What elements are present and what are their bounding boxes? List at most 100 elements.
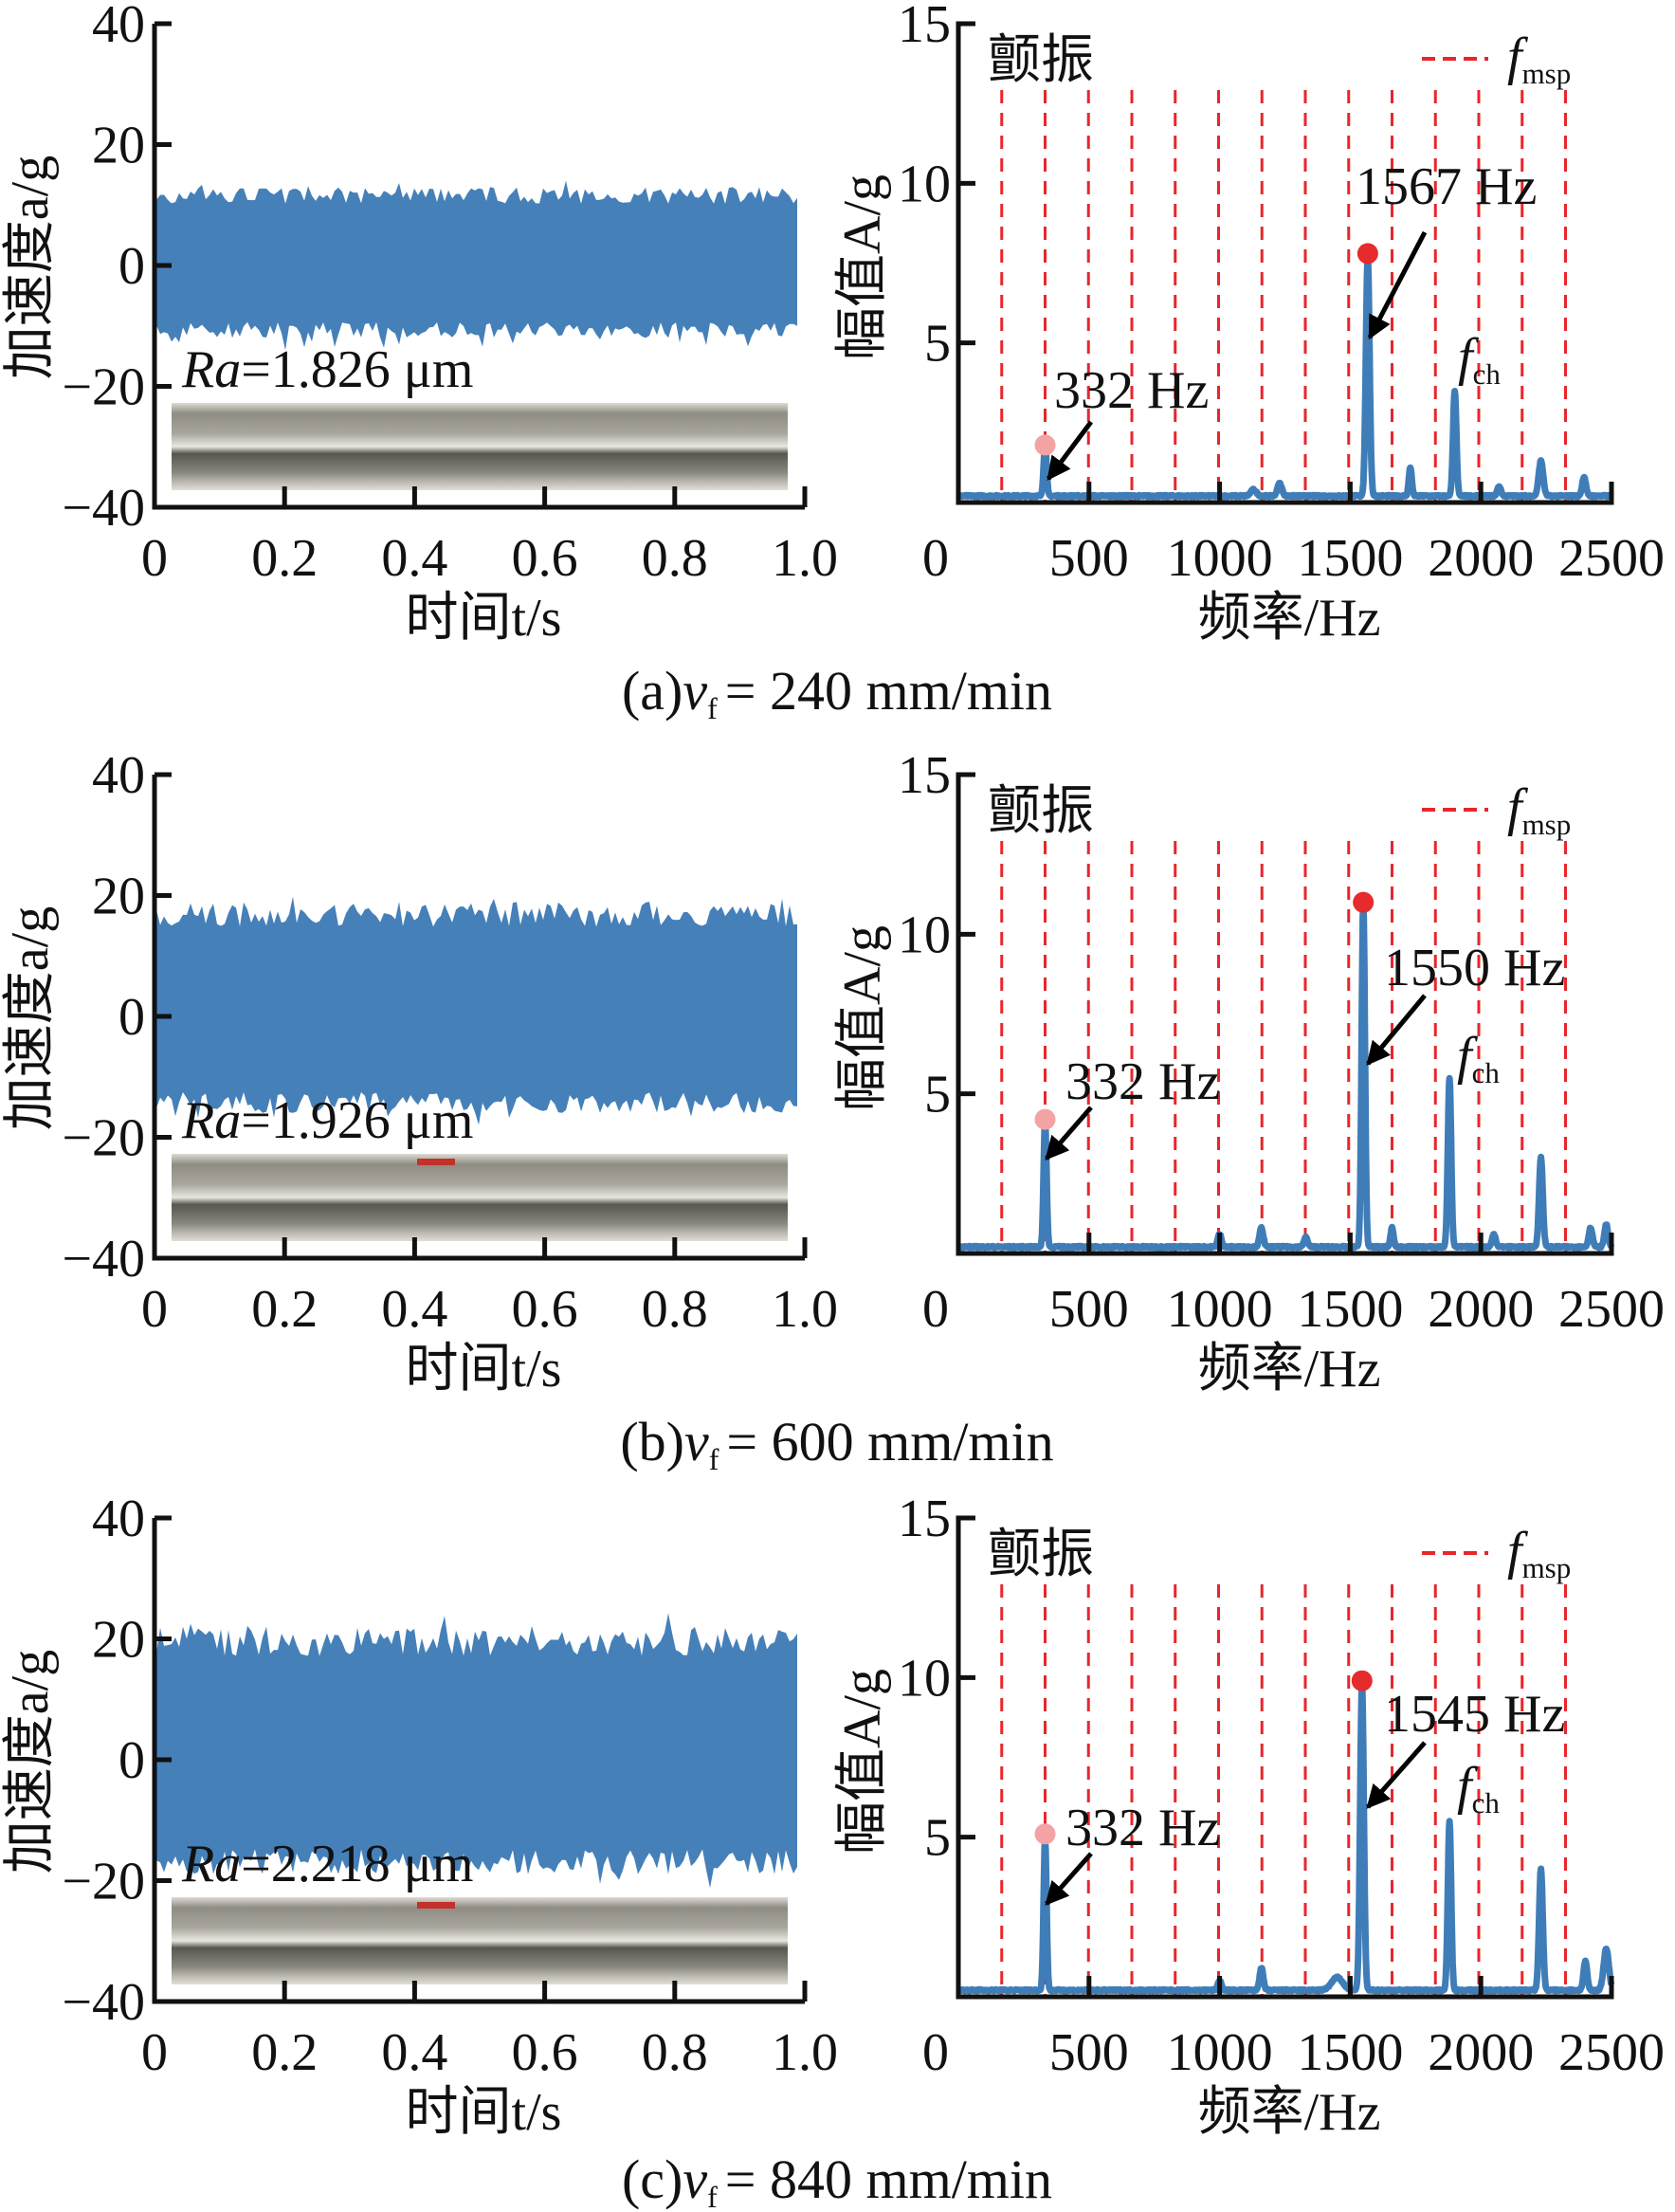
surface-photo	[172, 403, 788, 490]
caption-value: = 600 mm/min	[726, 1411, 1053, 1472]
peak-frequency-label: 332 Hz	[1065, 1052, 1220, 1111]
y-axis-label: 幅值A/g	[833, 925, 892, 1111]
surface-photo-image	[172, 1154, 788, 1241]
annotation-arrow	[1045, 1852, 1093, 1906]
peak-frequency-label: 332 Hz	[1065, 1799, 1220, 1857]
roughness-symbol: Ra	[181, 340, 241, 399]
legend-msp-label-subscript: msp	[1522, 808, 1572, 841]
y-tick-label: −20	[62, 358, 145, 417]
x-tick-label: 0.4	[381, 1280, 447, 1339]
y-tick-label: −20	[62, 1109, 145, 1168]
y-tick-label: 5	[924, 315, 951, 374]
peak-frequency-label: 1567 Hz	[1356, 157, 1537, 216]
minor-peak-marker	[1034, 1823, 1056, 1845]
y-tick-label: 40	[92, 746, 145, 805]
x-tick-label: 1.0	[772, 529, 838, 588]
x-axis-label: 频率/Hz	[1198, 589, 1381, 648]
y-tick-label: 40	[92, 1490, 145, 1548]
annotation-arrow	[1366, 1741, 1427, 1809]
legend-msp-label: fmsp	[1507, 1522, 1571, 1584]
y-tick-label: 5	[924, 1809, 951, 1868]
y-tick-label: −40	[62, 1973, 145, 2032]
caption-variable: v	[683, 2148, 707, 2210]
fch-label: fch	[1458, 328, 1501, 391]
caption-subscript: f	[707, 691, 718, 725]
x-tick-label: 1500	[1297, 2023, 1403, 2082]
annotation-arrow	[1366, 994, 1427, 1066]
y-tick-label: −20	[62, 1853, 145, 1911]
roughness-label: Ra=1.826 μm	[181, 340, 473, 399]
chatter-peak-marker	[1353, 891, 1375, 913]
x-tick-label: 0.6	[512, 529, 578, 588]
y-axis-label: 加速度a/g	[1, 906, 60, 1130]
y-axis-label: 加速度a/g	[1, 1650, 60, 1874]
acceleration-signal	[156, 1613, 797, 1889]
x-tick-label: 1000	[1167, 529, 1273, 588]
x-tick-label: 0.6	[512, 1280, 578, 1339]
caption-value: = 840 mm/min	[725, 2148, 1052, 2210]
x-tick-label: 0	[141, 529, 168, 588]
y-axis-label: 幅值A/g	[833, 1669, 892, 1855]
roughness-symbol: Ra	[181, 1835, 241, 1893]
y-tick-label: −40	[62, 479, 145, 538]
y-tick-label: 10	[898, 155, 951, 213]
legend-msp-label: fmsp	[1507, 778, 1571, 841]
chatter-label: 颤振	[988, 1526, 1094, 1584]
caption-value: = 240 mm/min	[725, 660, 1052, 722]
roughness-value: =1.826 μm	[241, 340, 473, 399]
x-tick-label: 1500	[1297, 529, 1403, 588]
x-tick-label: 1000	[1167, 1280, 1273, 1339]
minor-peak-marker	[1034, 1108, 1056, 1130]
x-axis-label: 频率/Hz	[1198, 2083, 1381, 2142]
x-axis-label: 时间t/s	[406, 589, 562, 648]
x-tick-label: 0.8	[642, 529, 708, 588]
caption-label: (b)	[620, 1411, 684, 1472]
legend-msp-label-subscript: msp	[1522, 57, 1572, 90]
fch-label-subscript: ch	[1473, 357, 1502, 391]
y-axis-label: 加速度a/g	[1, 155, 60, 379]
roughness-symbol: Ra	[181, 1091, 241, 1150]
peak-frequency-label: 1550 Hz	[1384, 939, 1565, 997]
y-tick-label: 15	[898, 746, 951, 805]
x-tick-label: 1000	[1167, 2023, 1273, 2082]
x-tick-label: 500	[1049, 2023, 1129, 2082]
x-tick-label: 2000	[1428, 529, 1534, 588]
surface-photo-image	[172, 403, 788, 490]
y-tick-label: 0	[118, 1731, 145, 1790]
x-axis-label: 时间t/s	[406, 2083, 562, 2142]
acceleration-signal	[156, 896, 797, 1125]
peak-frequency-label: 1545 Hz	[1384, 1685, 1565, 1744]
x-tick-label: 0	[922, 2023, 949, 2082]
y-tick-label: 5	[924, 1066, 951, 1124]
y-tick-label: 15	[898, 1490, 951, 1548]
x-tick-label: 500	[1049, 529, 1129, 588]
surface-photo	[172, 1897, 788, 1984]
y-tick-label: 20	[92, 868, 145, 926]
x-tick-label: 2000	[1428, 2023, 1534, 2082]
caption-variable: v	[684, 1411, 709, 1472]
x-axis-label: 时间t/s	[406, 1340, 562, 1398]
chatter-label: 颤振	[988, 31, 1094, 90]
y-tick-label: 20	[92, 1611, 145, 1670]
roughness-value: =1.926 μm	[241, 1091, 473, 1150]
roughness-value: =2.218 μm	[241, 1835, 473, 1893]
x-tick-label: 0.4	[381, 2023, 447, 2082]
y-tick-label: 40	[92, 0, 145, 54]
spectrum-line	[956, 898, 1615, 1252]
spectrum-plot: 15 10 5 0 500 1000 1500 2000 2500 频率/Hz 幅值A/g 颤振 fms…	[833, 0, 1665, 648]
caption-label: (a)	[622, 660, 683, 722]
surface-photo-mark	[417, 1902, 455, 1909]
y-tick-label: 0	[118, 237, 145, 296]
fch-label: fch	[1457, 1757, 1500, 1819]
caption-subscript: f	[709, 1442, 719, 1476]
annotation-arrow	[1045, 1106, 1093, 1161]
spectrum-plot: 15 10 5 0 500 1000 1500 2000 2500 频率/Hz 幅值A/g 颤振 fms…	[833, 746, 1665, 1398]
y-tick-label: 15	[898, 0, 951, 54]
x-tick-label: 0.8	[642, 2023, 708, 2082]
